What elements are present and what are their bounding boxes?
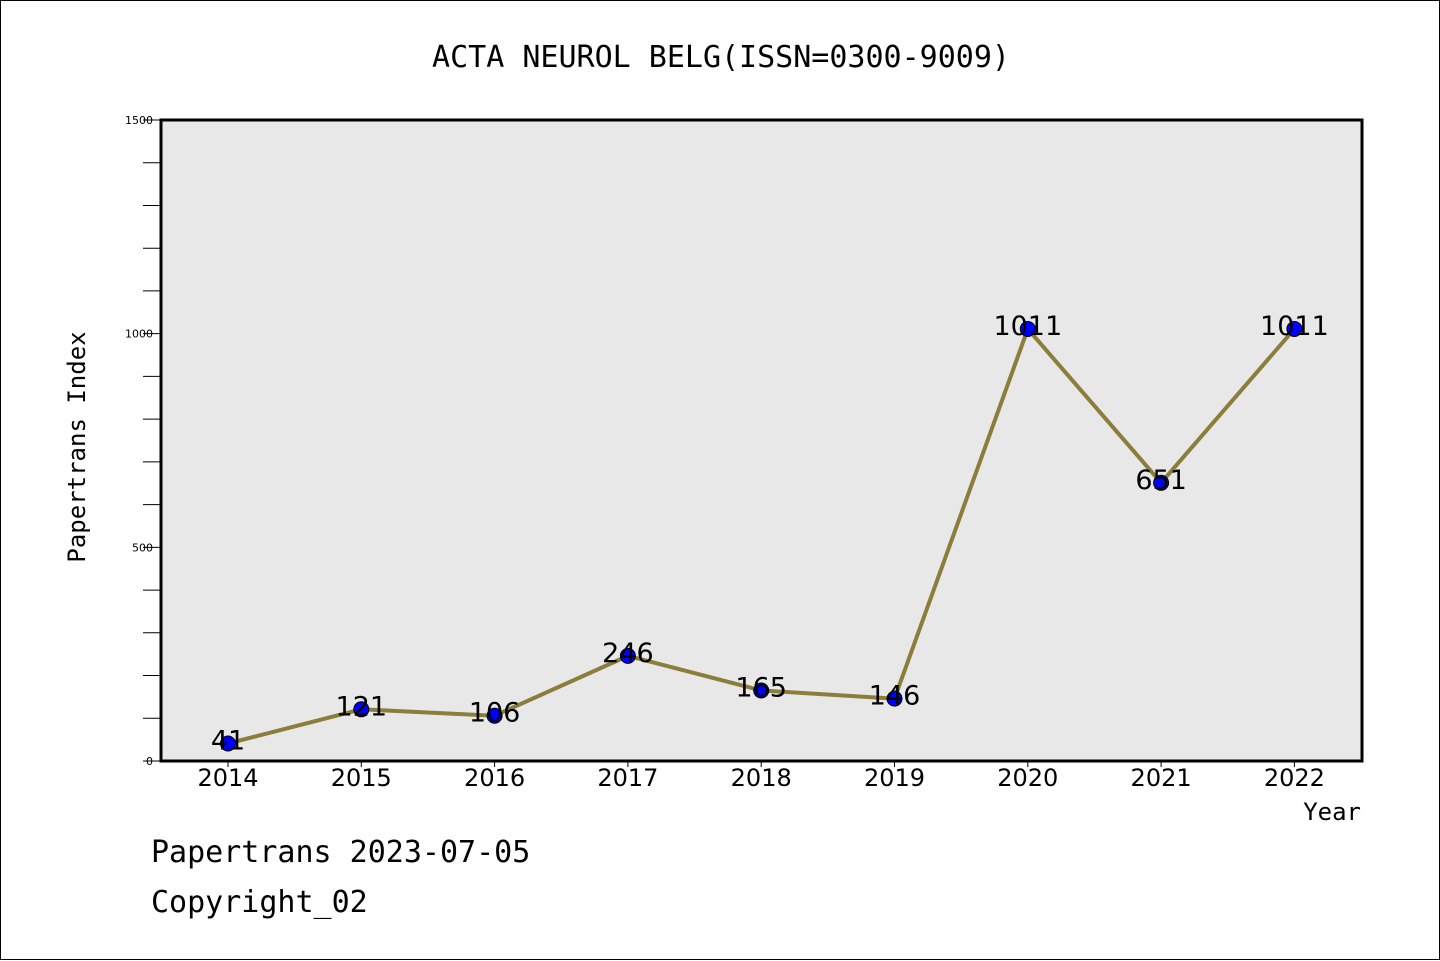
data-label: 146 <box>869 681 921 712</box>
x-tick-label: 2017 <box>597 764 658 792</box>
data-point <box>220 735 236 752</box>
data-point <box>886 690 903 707</box>
data-label: 121 <box>336 691 388 722</box>
data-label: 651 <box>1135 465 1187 496</box>
x-tick-label: 2018 <box>731 764 792 792</box>
y-tick-label: 0 <box>146 755 153 768</box>
y-tick-label: 500 <box>132 541 153 554</box>
x-tick-label: 2022 <box>1264 764 1325 792</box>
chart-title: ACTA NEUROL BELG(ISSN=0300-9009) <box>432 40 1010 75</box>
footer-date: Papertrans 2023-07-05 <box>151 835 531 870</box>
data-label: 246 <box>602 638 654 669</box>
data-point <box>353 701 370 718</box>
y-axis-label: Papertrans Index <box>63 331 91 562</box>
y-tick-label: 1000 <box>125 328 153 341</box>
y-tick-label: 1500 <box>125 114 153 127</box>
footer-copyright: Copyright_02 <box>151 885 368 920</box>
x-tick-label: 2016 <box>464 764 525 792</box>
data-point <box>1019 320 1036 337</box>
data-point <box>1153 474 1170 491</box>
data-point <box>753 682 770 699</box>
x-axis: 2014 2015 2016 2017 2018 2019 2020 2021 2022 <box>197 761 1325 792</box>
data-label: 165 <box>735 672 787 703</box>
data-label: 1011 <box>1260 311 1329 342</box>
x-tick-label: 2015 <box>331 764 392 792</box>
x-tick-label: 2019 <box>864 764 925 792</box>
data-label: 106 <box>469 698 521 729</box>
y-axis: 0 500 1000 1500 <box>125 114 161 768</box>
data-labels: 41 121 106 246 165 146 1011 651 1011 <box>211 311 1329 757</box>
x-axis-label: Year <box>1303 798 1361 826</box>
data-label: 1011 <box>993 311 1062 342</box>
x-tick-label: 2014 <box>197 764 258 792</box>
data-point <box>1286 320 1303 337</box>
x-tick-label: 2021 <box>1131 764 1192 792</box>
data-label: 41 <box>211 725 245 756</box>
plot-area <box>159 118 1364 763</box>
data-point <box>619 647 636 664</box>
data-point <box>486 707 503 724</box>
series-papertrans-index <box>220 320 1303 752</box>
x-tick-label: 2020 <box>997 764 1058 792</box>
